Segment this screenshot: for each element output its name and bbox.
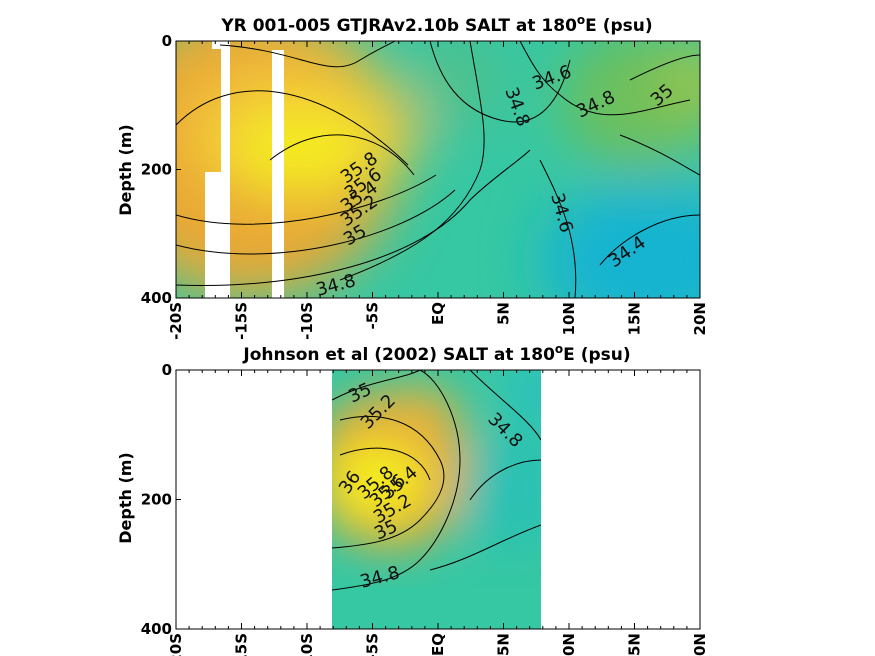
top-x-tick-label: -10S bbox=[298, 302, 316, 340]
top-x-tick-label: -15S bbox=[233, 302, 251, 340]
bottom-x-ticks: -20S -15S -10S -5S EQ 5N 10N 15N 20N bbox=[167, 370, 709, 656]
bottom-x-tick-label: -10S bbox=[298, 633, 316, 656]
bottom-x-tick-label: 20N bbox=[691, 633, 709, 656]
top-x-tick-label: -5S bbox=[364, 302, 382, 329]
bottom-y-axis-label: Depth (m) bbox=[116, 452, 135, 544]
top-x-tick-label: 10N bbox=[560, 302, 578, 335]
bottom-x-tick-label: EQ bbox=[429, 633, 447, 656]
top-x-tick-label: 15N bbox=[626, 302, 644, 335]
bottom-y-ticks: 0 200 400 bbox=[141, 361, 181, 638]
top-y-tick-label: 200 bbox=[141, 161, 172, 179]
top-y-tick-label: 0 bbox=[162, 32, 172, 50]
top-salinity-field bbox=[176, 41, 700, 298]
bottom-x-tick-label: -5S bbox=[364, 633, 382, 656]
panel-top: YR 001-005 GTJRAv2.10b SALT at 180oE (ps… bbox=[116, 13, 709, 340]
top-y-axis-label: Depth (m) bbox=[116, 124, 135, 216]
top-x-tick-label: 5N bbox=[495, 302, 513, 325]
top-x-tick-label: 20N bbox=[691, 302, 709, 335]
bottom-x-tick-label: -15S bbox=[233, 633, 251, 656]
bottom-y-tick-label: 0 bbox=[162, 361, 172, 379]
bottom-y-tick-label: 400 bbox=[141, 620, 172, 638]
bottom-x-tick-label: 5N bbox=[495, 633, 513, 656]
top-x-tick-label: EQ bbox=[429, 302, 447, 325]
top-title: YR 001-005 GTJRAv2.10b SALT at 180oE (ps… bbox=[220, 13, 652, 36]
top-y-tick-label: 400 bbox=[141, 289, 172, 307]
top-x-tick-label: -20S bbox=[167, 302, 185, 340]
bottom-x-tick-label: 10N bbox=[560, 633, 578, 656]
top-y-ticks: 0 200 400 bbox=[141, 32, 181, 307]
bottom-x-tick-label: -20S bbox=[167, 633, 185, 656]
bottom-title: Johnson et al (2002) SALT at 180oE (psu) bbox=[242, 342, 630, 365]
bottom-x-tick-label: 15N bbox=[626, 633, 644, 656]
bottom-salinity-field bbox=[332, 370, 541, 629]
panel-bottom: Johnson et al (2002) SALT at 180oE (psu)… bbox=[116, 342, 709, 656]
bottom-y-tick-label: 200 bbox=[141, 491, 172, 509]
top-x-ticks: -20S -15S -10S -5S EQ 5N 10N 15N 20N bbox=[167, 41, 709, 340]
